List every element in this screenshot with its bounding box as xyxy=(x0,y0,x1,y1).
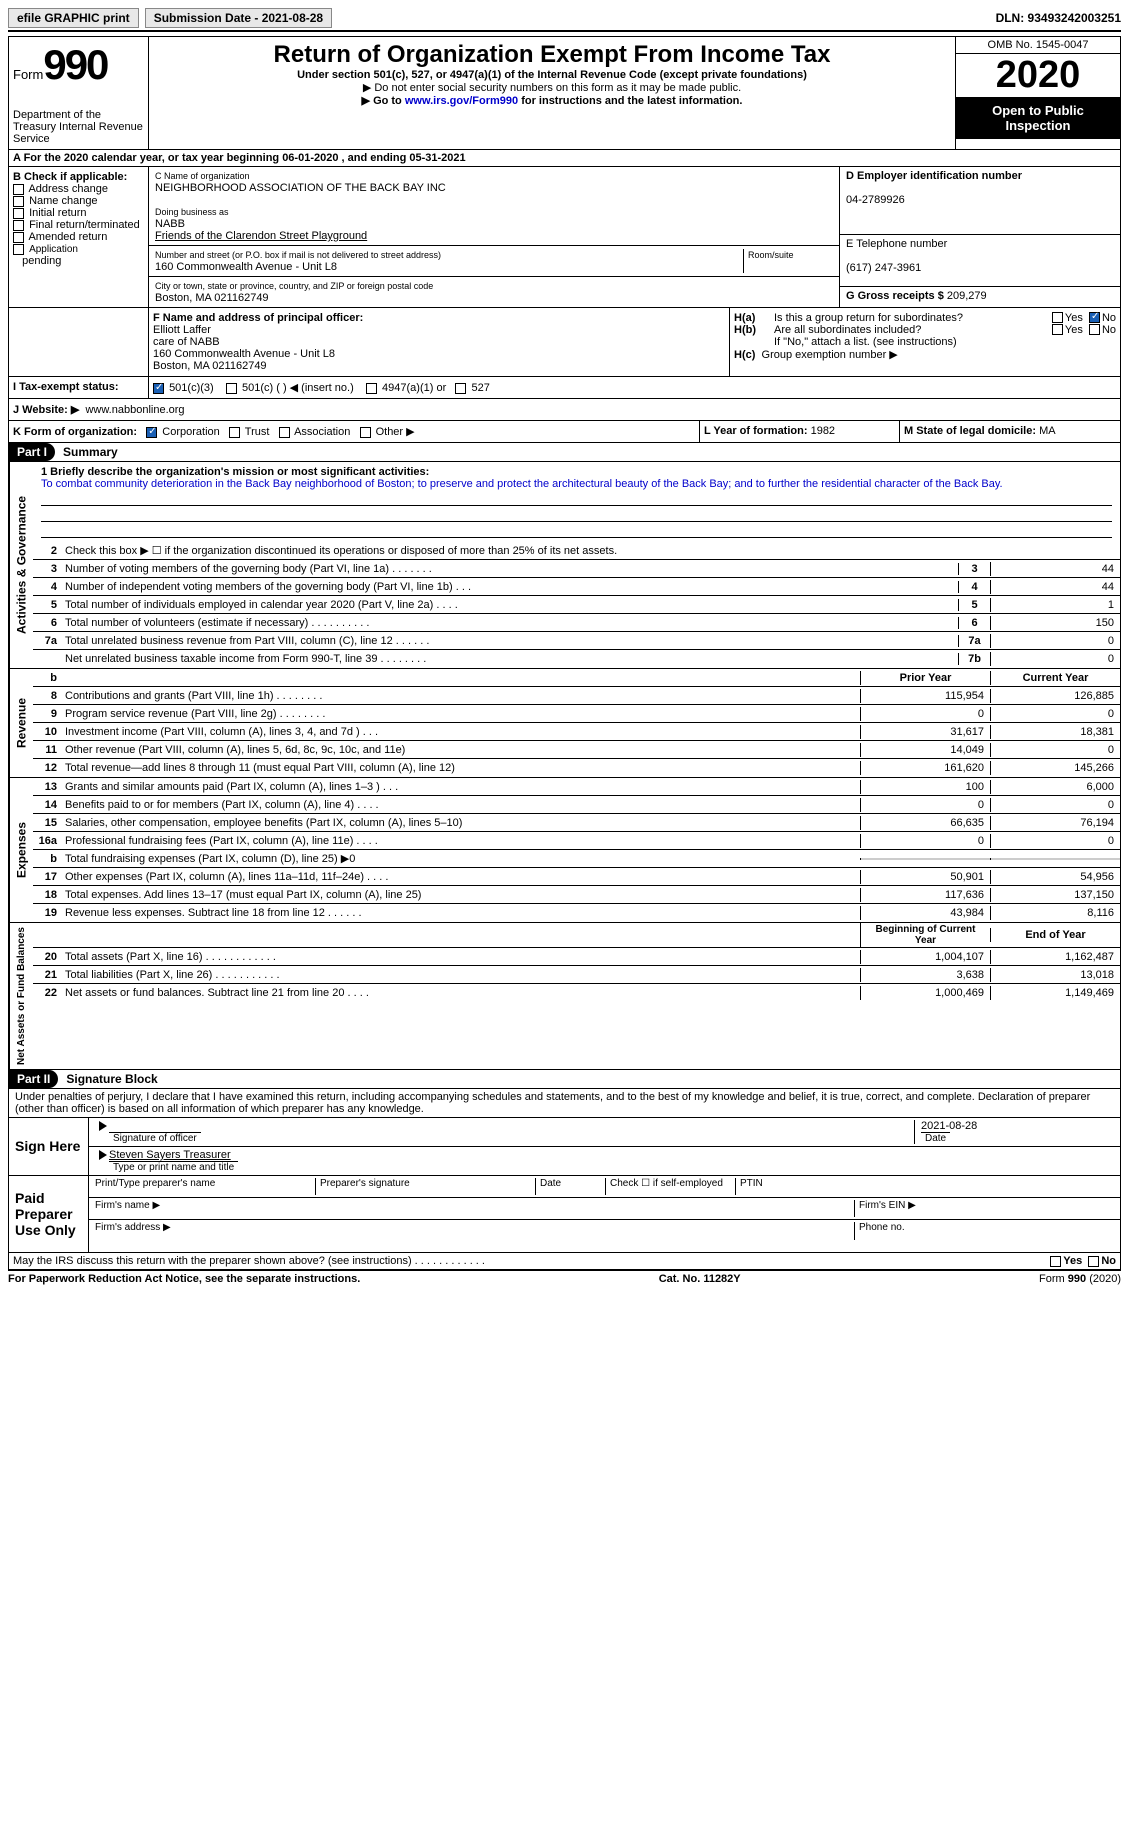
subtitle-3: ▶ Go to www.irs.gov/Form990 for instruct… xyxy=(153,94,951,107)
irs-link[interactable]: www.irs.gov/Form990 xyxy=(405,95,518,107)
paid-preparer: Paid Preparer Use Only xyxy=(9,1176,89,1252)
row-i: I Tax-exempt status: 501(c)(3) 501(c) ( … xyxy=(8,377,1121,399)
table-row: Net unrelated business taxable income fr… xyxy=(33,650,1120,668)
subtitle-1: Under section 501(c), 527, or 4947(a)(1)… xyxy=(153,69,951,81)
table-row: 7aTotal unrelated business revenue from … xyxy=(33,632,1120,650)
part2-header: Part II Signature Block xyxy=(8,1070,1121,1089)
box-c: C Name of organization NEIGHBORHOOD ASSO… xyxy=(149,167,840,307)
table-row: 5Total number of individuals employed in… xyxy=(33,596,1120,614)
table-row: 17Other expenses (Part IX, column (A), l… xyxy=(33,868,1120,886)
info-grid: B Check if applicable: Address change Na… xyxy=(8,167,1121,308)
table-row: 10Investment income (Part VIII, column (… xyxy=(33,723,1120,741)
form-number: 990 xyxy=(43,41,107,88)
mission-text[interactable]: To combat community deterioration in the… xyxy=(41,478,1003,490)
form-title: Return of Organization Exempt From Incom… xyxy=(153,41,951,69)
section-revenue: Revenue bPrior YearCurrent Year 8Contrib… xyxy=(8,669,1121,778)
dept-treasury: Department of the Treasury Internal Reve… xyxy=(13,109,144,145)
row-k: K Form of organization: Corporation Trus… xyxy=(8,421,1121,443)
table-row: 22Net assets or fund balances. Subtract … xyxy=(33,984,1120,1002)
signature-block: Under penalties of perjury, I declare th… xyxy=(8,1089,1121,1176)
omb-number: OMB No. 1545-0047 xyxy=(956,37,1120,54)
table-row: 6Total number of volunteers (estimate if… xyxy=(33,614,1120,632)
form-label: Form xyxy=(13,67,43,82)
efile-button[interactable]: efile GRAPHIC print xyxy=(8,8,139,28)
table-row: bTotal fundraising expenses (Part IX, co… xyxy=(33,850,1120,868)
tax-year: 2020 xyxy=(956,54,1120,97)
vert-governance: Activities & Governance xyxy=(9,462,33,668)
row-fhi: F Name and address of principal officer:… xyxy=(8,308,1121,377)
vert-netassets: Net Assets or Fund Balances xyxy=(9,923,33,1069)
part1-header: Part I Summary xyxy=(8,443,1121,462)
row-a-period: A For the 2020 calendar year, or tax yea… xyxy=(8,150,1121,167)
table-row: 12Total revenue—add lines 8 through 11 (… xyxy=(33,759,1120,777)
subtitle-2: ▶ Do not enter social security numbers o… xyxy=(153,81,951,94)
table-row: 4Number of independent voting members of… xyxy=(33,578,1120,596)
section-governance: Activities & Governance 1 Briefly descri… xyxy=(8,462,1121,669)
table-row: 9Program service revenue (Part VIII, lin… xyxy=(33,705,1120,723)
sign-here: Sign Here xyxy=(9,1118,89,1175)
table-row: 15Salaries, other compensation, employee… xyxy=(33,814,1120,832)
open-inspection: Open to Public Inspection xyxy=(956,97,1120,139)
footer: For Paperwork Reduction Act Notice, see … xyxy=(8,1270,1121,1287)
dln: DLN: 93493242003251 xyxy=(996,11,1121,25)
table-row: 13Grants and similar amounts paid (Part … xyxy=(33,778,1120,796)
table-row: 3Number of voting members of the governi… xyxy=(33,560,1120,578)
right-info: D Employer identification number 04-2789… xyxy=(840,167,1120,307)
form-header: Form990 Department of the Treasury Inter… xyxy=(8,36,1121,150)
top-bar: efile GRAPHIC print Submission Date - 20… xyxy=(8,8,1121,32)
section-netassets: Net Assets or Fund Balances Beginning of… xyxy=(8,923,1121,1070)
table-row: 16aProfessional fundraising fees (Part I… xyxy=(33,832,1120,850)
table-row: 19Revenue less expenses. Subtract line 1… xyxy=(33,904,1120,922)
irs-discuss: May the IRS discuss this return with the… xyxy=(8,1253,1121,1270)
table-row: 14Benefits paid to or for members (Part … xyxy=(33,796,1120,814)
box-b: B Check if applicable: Address change Na… xyxy=(9,167,149,307)
submission-date: Submission Date - 2021-08-28 xyxy=(145,8,332,28)
vert-revenue: Revenue xyxy=(9,669,33,777)
table-row: 20Total assets (Part X, line 16) . . . .… xyxy=(33,948,1120,966)
preparer-block: Paid Preparer Use Only Print/Type prepar… xyxy=(8,1176,1121,1253)
row-j: J Website: ▶ www.nabbonline.org xyxy=(8,399,1121,421)
table-row: 8Contributions and grants (Part VIII, li… xyxy=(33,687,1120,705)
table-row: 21Total liabilities (Part X, line 26) . … xyxy=(33,966,1120,984)
section-expenses: Expenses 13Grants and similar amounts pa… xyxy=(8,778,1121,923)
table-row: 11Other revenue (Part VIII, column (A), … xyxy=(33,741,1120,759)
vert-expenses: Expenses xyxy=(9,778,33,922)
table-row: 18Total expenses. Add lines 13–17 (must … xyxy=(33,886,1120,904)
